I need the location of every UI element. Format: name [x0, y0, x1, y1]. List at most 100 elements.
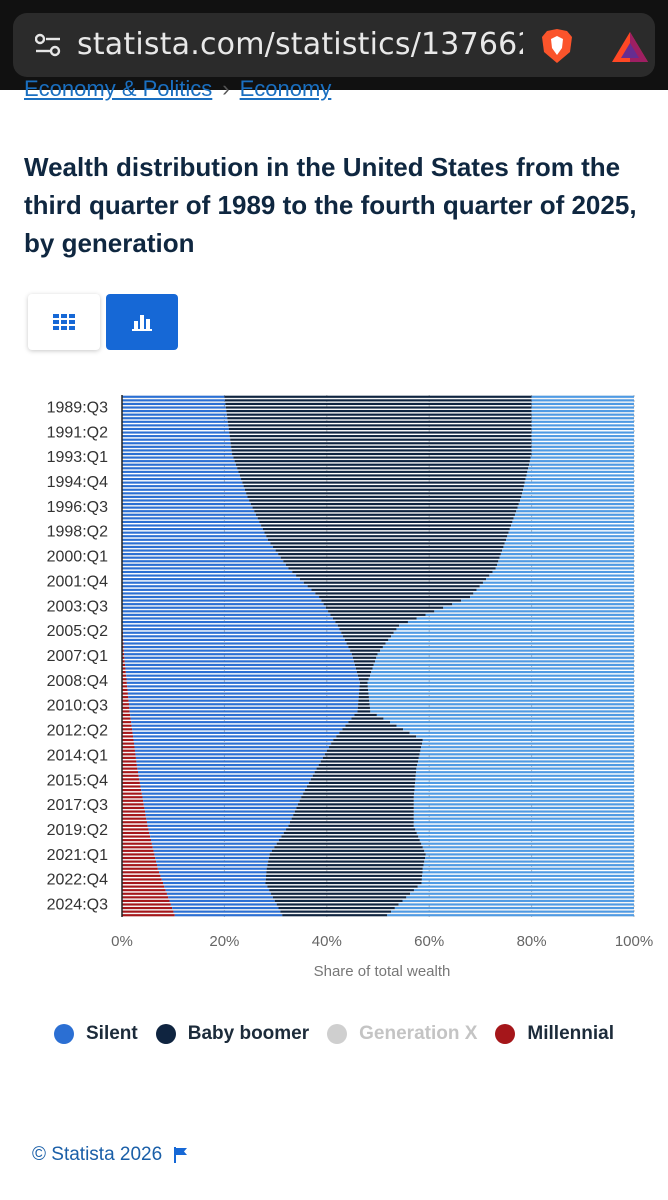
bar-segment: [418, 760, 634, 763]
bar-segment: [122, 910, 174, 913]
y-tick-label: 1994:Q4: [47, 474, 108, 491]
bar-segment: [326, 749, 421, 752]
bar-segment: [122, 660, 125, 663]
bar-segment: [308, 781, 416, 784]
bar-segment: [502, 549, 634, 552]
brave-shield-icon[interactable]: [541, 28, 573, 64]
rewards-triangle-icon[interactable]: [611, 31, 649, 63]
bar-segment: [122, 624, 338, 627]
bar-segment: [122, 717, 131, 720]
bar-segment: [359, 681, 368, 684]
legend-item-millennial[interactable]: Millennial: [495, 1023, 614, 1045]
x-tick-label: 60%: [414, 933, 444, 950]
bar-segment: [293, 814, 414, 817]
bar-segment: [495, 567, 634, 570]
breadcrumb-economy[interactable]: Economy: [239, 76, 332, 101]
bar-segment: [122, 406, 226, 409]
bar-segment: [122, 442, 231, 445]
bar-segment: [122, 731, 133, 734]
bar-segment: [246, 492, 523, 495]
bar-segment: [316, 767, 417, 770]
bar-segment: [369, 706, 634, 709]
bar-segment: [332, 617, 417, 620]
bar-segment: [127, 688, 360, 692]
bar-segment: [144, 806, 297, 810]
bar-segment: [508, 531, 634, 534]
url-text[interactable]: statista.com/statistics/137662: [77, 27, 523, 62]
bar-segment: [122, 828, 149, 831]
bar-segment: [122, 581, 304, 584]
bar-segment: [254, 510, 517, 513]
bar-segment: [122, 431, 230, 434]
bar-segment: [415, 828, 634, 831]
copyright-text[interactable]: © Statista 2026: [32, 1144, 163, 1165]
flag-icon[interactable]: [174, 1147, 188, 1163]
bar-segment: [531, 435, 634, 438]
bar-segment: [131, 721, 349, 724]
bar-segment: [358, 703, 370, 706]
bar-segment: [423, 864, 634, 867]
bar-segment: [122, 896, 169, 899]
bar-segment: [285, 563, 498, 566]
bar-segment: [148, 828, 287, 831]
bar-segment: [489, 574, 634, 577]
bar-segment: [122, 445, 232, 448]
bar-segment: [310, 778, 416, 781]
breadcrumb-economy-politics[interactable]: Economy & Politics: [24, 76, 213, 101]
bar-segment: [470, 595, 634, 599]
bar-segment: [324, 753, 420, 756]
bar-segment: [259, 520, 513, 523]
bar-segment: [127, 692, 359, 695]
bar-segment: [272, 896, 407, 899]
address-bar[interactable]: statista.com/statistics/137662: [13, 13, 655, 77]
y-tick-label: 2010:Q3: [47, 698, 108, 715]
chart-view-button[interactable]: [106, 294, 178, 350]
bar-segment: [376, 713, 634, 717]
legend-item-baby-boomer[interactable]: Baby boomer: [155, 1023, 309, 1045]
bar-segment: [280, 910, 392, 913]
bar-segment: [122, 578, 300, 581]
bar-segment: [373, 663, 634, 667]
bar-segment: [129, 710, 358, 713]
bar-segment: [143, 799, 300, 802]
bar-segment: [416, 767, 634, 770]
bar-segment: [122, 867, 158, 870]
bar-segment: [122, 738, 134, 742]
bar-segment: [122, 513, 256, 516]
legend-item-generation-x[interactable]: Generation X: [327, 1023, 477, 1045]
bar-segment: [492, 570, 634, 574]
bar-segment: [531, 427, 634, 431]
bar-segment: [276, 903, 399, 906]
site-settings-icon[interactable]: [35, 33, 61, 57]
bar-segment: [122, 435, 230, 438]
bar-segment: [266, 867, 423, 870]
page-title: Wealth distribution in the United States…: [24, 152, 637, 258]
bar-segment: [399, 624, 634, 627]
bar-segment: [257, 517, 514, 520]
bar-segment: [122, 570, 293, 574]
bar-segment: [138, 774, 313, 777]
bar-segment: [417, 885, 634, 888]
bar-segment: [126, 678, 359, 681]
bar-segment: [351, 653, 378, 656]
bar-segment: [421, 878, 634, 881]
bar-segment: [391, 910, 634, 913]
bar-segment: [122, 628, 340, 631]
table-view-button[interactable]: [28, 294, 100, 350]
bar-segment: [312, 774, 416, 777]
bar-segment: [368, 678, 634, 681]
bar-segment: [413, 803, 634, 806]
bar-segment: [122, 617, 333, 620]
bar-segment: [390, 721, 634, 724]
bar-segment: [396, 628, 634, 631]
bar-segment: [419, 753, 634, 756]
bar-segment: [531, 417, 634, 420]
bar-segment: [150, 835, 282, 838]
bar-segment: [525, 477, 634, 481]
bar-segment: [122, 821, 147, 824]
legend-item-silent[interactable]: Silent: [54, 1023, 138, 1045]
bar-segment: [165, 889, 270, 892]
bar-segment: [122, 914, 175, 917]
bar-segment: [368, 696, 634, 699]
bar-segment: [122, 420, 228, 423]
